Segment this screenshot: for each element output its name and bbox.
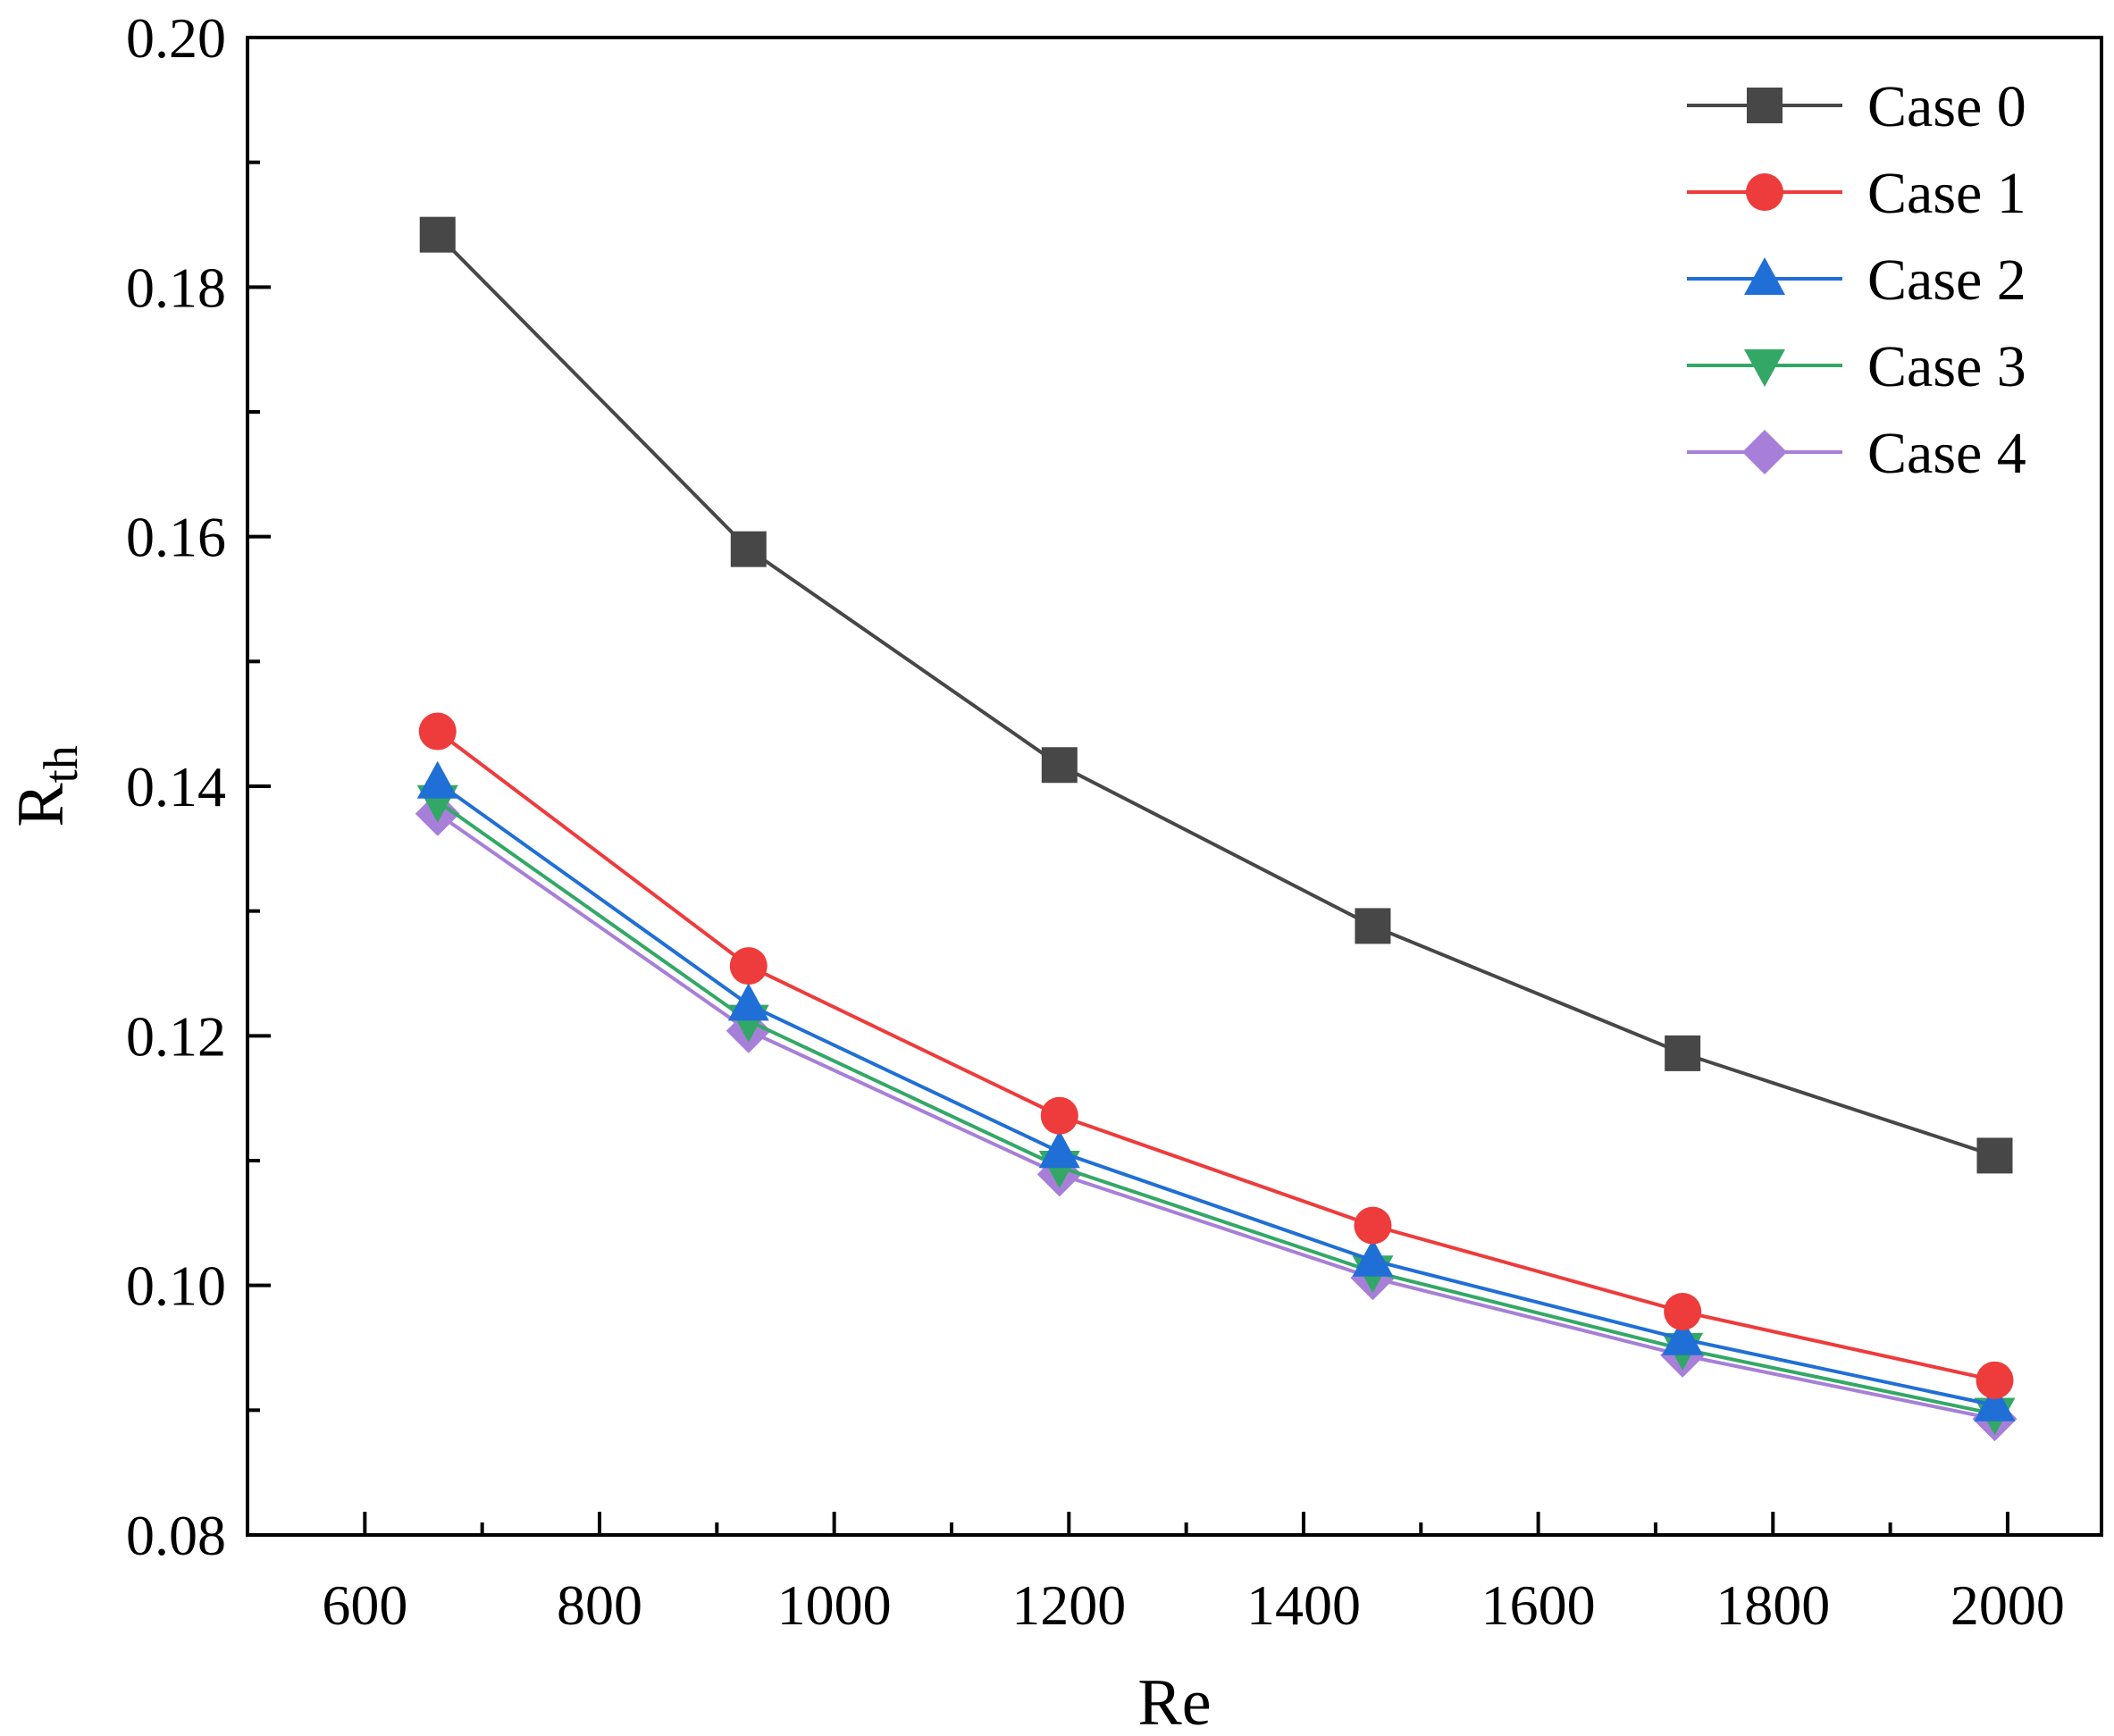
series-line-case-3 <box>436 800 1995 1416</box>
data-point-case-2 <box>1352 1238 1394 1277</box>
legend-item-case-2: Case 2 <box>1687 247 2026 313</box>
legend-marker <box>1742 430 1787 474</box>
legend-item-case-0: Case 0 <box>1687 74 2026 139</box>
legend-label: Case 3 <box>1867 334 2026 399</box>
x-tick-label: 2000 <box>1950 1573 2065 1637</box>
series-line-case-2 <box>436 781 1995 1407</box>
series-line-case-0 <box>436 233 1996 1158</box>
legend-label: Case 4 <box>1867 421 2026 486</box>
data-point-case-0 <box>1976 1137 2013 1174</box>
y-tick-label: 0.14 <box>126 755 226 818</box>
legend-item-case-1: Case 1 <box>1687 161 2026 226</box>
data-point-case-2 <box>1662 1317 1704 1355</box>
legend-marker <box>1746 173 1783 211</box>
y-tick-label: 0.10 <box>126 1254 226 1318</box>
legend-marker <box>1744 257 1785 295</box>
legend-item-case-3: Case 3 <box>1687 334 2026 399</box>
series-layer <box>415 216 2018 1442</box>
legend-item-case-4: Case 4 <box>1687 421 2026 486</box>
y-axis-title: Rth <box>4 745 88 826</box>
series-case-2 <box>416 760 2016 1422</box>
x-axis-title: Re <box>1137 1666 1211 1736</box>
data-point-case-0 <box>1355 908 1391 944</box>
data-point-case-1 <box>418 712 457 751</box>
series-line-case-4 <box>436 812 1995 1422</box>
x-tick-label: 1200 <box>1011 1573 1126 1637</box>
series-case-3 <box>416 784 2016 1436</box>
legend-label: Case 1 <box>1867 161 2026 226</box>
legend-marker <box>1747 88 1783 123</box>
series-case-1 <box>418 712 2014 1399</box>
data-point-case-0 <box>1665 1035 1701 1071</box>
legend-label: Case 0 <box>1867 74 2026 139</box>
x-tick-label: 800 <box>557 1573 642 1637</box>
series-line-case-1 <box>436 729 1995 1382</box>
data-point-case-2 <box>416 760 458 799</box>
data-point-case-0 <box>730 531 767 567</box>
y-tick-label: 0.18 <box>126 256 226 319</box>
x-tick-label: 1800 <box>1716 1573 1830 1637</box>
series-case-4 <box>415 791 2018 1442</box>
data-point-case-1 <box>1664 1292 1702 1330</box>
series-case-0 <box>419 216 2013 1174</box>
data-point-case-0 <box>419 216 456 253</box>
y-axis-title-main: R <box>4 783 78 827</box>
axes-layer <box>246 36 2103 1537</box>
data-point-case-1 <box>729 947 768 985</box>
legend-marker <box>1744 349 1785 387</box>
data-point-case-1 <box>1976 1361 2014 1399</box>
legend-label: Case 2 <box>1867 247 2026 313</box>
y-axis-title-subscript: th <box>34 745 88 783</box>
data-point-case-1 <box>1040 1096 1078 1135</box>
data-point-case-0 <box>1041 747 1078 784</box>
legend: Case 0 Case 1 Case 2 Case 3 Case 4 <box>1687 74 2026 486</box>
data-point-case-2 <box>1038 1130 1080 1169</box>
y-tick-label: 0.20 <box>126 6 226 70</box>
y-tick-label: 0.16 <box>126 506 226 569</box>
plot-frame <box>246 36 2103 1537</box>
data-point-case-2 <box>1974 1383 2016 1422</box>
ticks-layer: 600 800 1000 1200 1400 1600 1800 2000 0.08 0.10 0.… <box>126 6 2065 1637</box>
data-point-case-1 <box>1354 1206 1392 1245</box>
x-tick-label: 600 <box>322 1573 407 1637</box>
x-tick-label: 1600 <box>1481 1573 1596 1637</box>
data-point-case-2 <box>727 983 769 1021</box>
x-tick-label: 1400 <box>1246 1573 1361 1637</box>
y-tick-label: 0.12 <box>126 1004 226 1068</box>
y-tick-label: 0.08 <box>126 1504 226 1567</box>
x-tick-label: 1000 <box>777 1573 892 1637</box>
